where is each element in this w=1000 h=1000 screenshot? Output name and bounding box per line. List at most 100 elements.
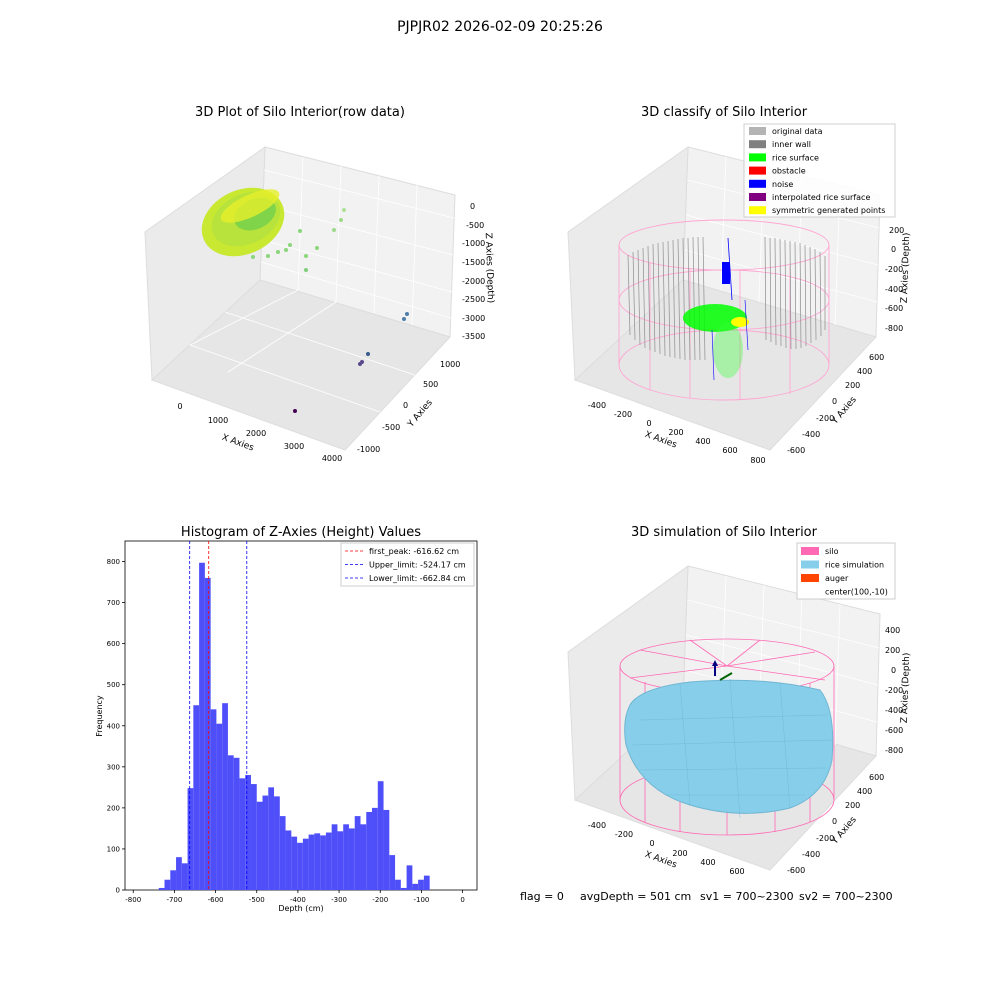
p4-ytick: -400 xyxy=(802,850,820,859)
hist-bar xyxy=(274,796,280,890)
p2-ytick: -200 xyxy=(816,414,834,423)
hist-xtick-label: -200 xyxy=(372,896,388,904)
hist-ytick-label: 200 xyxy=(107,804,120,812)
hist-xtick-label: -600 xyxy=(208,896,224,904)
p1-ytick: -1000 xyxy=(357,445,380,454)
hist-legend-label: first_peak: -616.62 cm xyxy=(369,547,459,556)
hist-bar xyxy=(400,887,407,890)
hist-bar xyxy=(176,857,182,890)
p1-ytick: 0 xyxy=(403,401,408,410)
hist-bar xyxy=(227,755,234,890)
hist-bar xyxy=(423,875,430,890)
legend-label: interpolated rice surface xyxy=(772,193,870,202)
legend-label: symmetric generated points xyxy=(772,206,885,215)
p4-ztick: 200 xyxy=(885,646,900,655)
p4-xtick: 600 xyxy=(729,867,744,876)
legend-label: rice surface xyxy=(772,153,819,162)
p1-point xyxy=(339,218,343,222)
panel1-title: 3D Plot of Silo Interior(row data) xyxy=(195,105,405,120)
legend-label: obstacle xyxy=(772,167,806,176)
hist-xlabel: Depth (cm) xyxy=(278,904,323,913)
hist-bar xyxy=(412,883,419,890)
legend4-label: rice simulation xyxy=(825,561,884,570)
rice-simulation-surface xyxy=(624,679,834,814)
ring-rim xyxy=(220,189,280,223)
hist-ylabel: Frequency xyxy=(95,695,104,737)
hist-ytick-label: 700 xyxy=(107,599,120,607)
hist-bar xyxy=(239,778,246,890)
p1-ytick: 1000 xyxy=(440,360,460,369)
legend4-label: silo xyxy=(825,547,839,556)
p2-xtick: 200 xyxy=(668,428,683,437)
panel2-zticks: 200 0 -200 -400 -600 -800 xyxy=(885,226,904,333)
panel1-silo-ring xyxy=(201,187,285,257)
hist-bar xyxy=(285,830,292,890)
panel-classify: 3D classify of Silo Interior xyxy=(567,105,912,465)
p4-ytick: 400 xyxy=(857,787,872,796)
legend4-swatch xyxy=(801,574,819,582)
panel2-legend: original data inner wall rice surface obsta… xyxy=(743,123,896,218)
hist-bar xyxy=(181,863,188,890)
p1-point xyxy=(288,243,292,247)
footer-avg-depth: avgDepth = 501 cm xyxy=(580,890,691,903)
legend-swatch xyxy=(749,193,766,201)
hist-bar xyxy=(170,870,177,890)
hist-bar xyxy=(204,577,211,890)
p1-ytick: 500 xyxy=(423,380,438,389)
hist-bar xyxy=(308,834,315,890)
p2-ytick: 200 xyxy=(845,381,860,390)
p1-point xyxy=(251,255,255,259)
hist-xtick-label: 0 xyxy=(460,896,464,904)
legend-label: original data xyxy=(772,127,823,136)
p2-xtick: 400 xyxy=(695,437,710,446)
hist-xtick-label: -500 xyxy=(249,896,265,904)
panel4-xticks: -400 -200 0 200 400 600 xyxy=(588,821,745,876)
hist-bar xyxy=(325,832,332,890)
p1-point xyxy=(276,250,280,254)
hist-ytick-label: 0 xyxy=(116,887,120,895)
footer-flag: flag = 0 xyxy=(520,890,564,903)
hist-bar xyxy=(291,836,298,890)
p1-xtick: 3000 xyxy=(284,442,304,451)
hist-bar xyxy=(262,795,269,890)
p1-xtick: 2000 xyxy=(246,429,266,438)
p1-point xyxy=(342,208,346,212)
p1-ytick: -500 xyxy=(382,423,400,432)
hist-bar xyxy=(158,887,165,890)
hist-bar xyxy=(199,562,205,890)
p1-point xyxy=(266,254,270,258)
symmetric-points xyxy=(731,317,749,327)
legend4-label: center(100,-10) xyxy=(825,588,888,597)
hist-bar xyxy=(366,811,373,890)
hist-bar xyxy=(210,709,217,890)
p1-point xyxy=(284,248,288,252)
hist-bar xyxy=(268,787,275,890)
p4-ytick: -600 xyxy=(787,866,805,875)
hist-xticks: -800 -700 -600 -500 -400 -300 -200 -100 0 xyxy=(125,890,465,904)
panel2-xticks: -400 -200 0 200 400 600 800 xyxy=(588,401,766,465)
p1-xtick: 4000 xyxy=(322,454,342,463)
panel1-scatter-points xyxy=(251,208,409,413)
p4-zlabel: Z Axies (Depth) xyxy=(900,653,912,724)
hist-bar xyxy=(354,816,361,890)
p4-xtick: 0 xyxy=(649,839,654,848)
panel-histogram: Histogram of Z-Axies (Height) Values -80… xyxy=(95,525,478,913)
panel4-zticks: 400 200 0 -200 -400 -600 -800 xyxy=(885,626,903,755)
hist-bar xyxy=(372,807,378,890)
hist-legend-label: Lower_limit: -662.84 cm xyxy=(369,574,466,583)
p1-ztick: -3500 xyxy=(462,332,485,341)
p1-point xyxy=(366,352,370,356)
p1-point xyxy=(293,409,297,413)
p1-ztick: -2000 xyxy=(462,277,485,286)
p1-point xyxy=(405,312,409,316)
auger-marker xyxy=(712,660,733,681)
p1-point xyxy=(298,229,302,233)
hist-bar xyxy=(320,835,326,890)
figure-title: PJPJR02 2026-02-09 20:25:26 xyxy=(397,19,603,35)
hist-bar xyxy=(279,816,286,890)
p1-ztick: 0 xyxy=(470,202,475,211)
hist-bar xyxy=(314,833,321,890)
hist-plot-area xyxy=(124,540,478,891)
hist-bar xyxy=(302,838,309,890)
p2-zlabel: Z Axies (Depth) xyxy=(900,233,912,304)
